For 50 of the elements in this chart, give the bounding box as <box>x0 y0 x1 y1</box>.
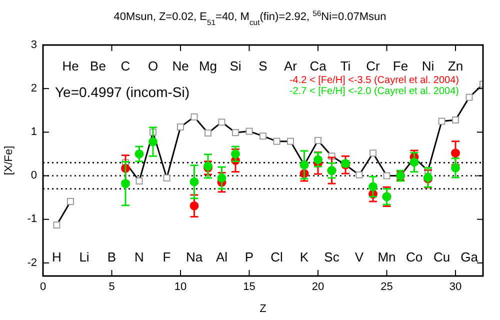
annotation: Ye=0.4997 (incom-Si) <box>55 84 190 100</box>
text: -2.7 < [Fe/H] <-2.0 (Cayrel et al. 2004) <box>289 86 459 97</box>
annotation: C <box>120 58 130 74</box>
annotation: Al <box>216 249 228 264</box>
x-tick-label: 0 <box>40 281 46 293</box>
annotation: Mg <box>198 58 218 74</box>
annotation: Li <box>79 249 90 264</box>
x-tick-label: 5 <box>108 281 115 293</box>
y-tick-label: 2 <box>30 82 37 94</box>
annotation: Sc <box>324 249 340 264</box>
annotation: Cu <box>433 249 450 264</box>
y-axis-title: [X/Fe] <box>3 146 15 176</box>
annotation: N <box>134 249 144 264</box>
x-axis-title: Z <box>260 303 267 315</box>
x-tick-label: 15 <box>243 281 256 293</box>
annotation: He <box>62 58 79 74</box>
y-tick-label: 1 <box>30 126 37 138</box>
x-tick-label: 10 <box>174 281 187 293</box>
annotation: Cr <box>366 58 381 74</box>
annotation: Ar <box>284 58 298 74</box>
x-tick-label: 25 <box>380 281 393 293</box>
y-tick-label: -1 <box>27 213 37 226</box>
annotation: B <box>107 249 116 264</box>
annotation: Be <box>90 58 106 74</box>
y-tick-label: 0 <box>30 170 37 182</box>
annotation: S <box>258 58 268 74</box>
annotation: H <box>52 249 62 264</box>
annotation: K <box>300 249 309 264</box>
annotation: Ne <box>172 58 189 74</box>
annotation: F <box>162 249 171 264</box>
x-tick-label: 20 <box>312 281 324 293</box>
annotation: Mn <box>378 249 396 264</box>
annotation: V <box>354 249 364 264</box>
text: -4.2 < [Fe/H] <-3.5 (Cayrel et al. 2004) <box>289 75 459 86</box>
x-tick-label: 30 <box>449 281 462 293</box>
annotation: Ti <box>340 58 351 74</box>
annotation: Si <box>230 58 242 74</box>
y-tick-label: -2 <box>27 256 37 269</box>
annotation: Co <box>406 249 423 264</box>
chart-title: 40Msun, Z=0.02, E$_{51}$=40, M$_{cut}$(fin)=2.92, $^{56}$Ni=0.07Msun <box>114 8 386 26</box>
annotation: Na <box>186 249 204 264</box>
annotation: Ga <box>460 249 479 264</box>
annotation: Cl <box>270 249 283 264</box>
annotation: O <box>148 58 158 74</box>
annotation: Ca <box>310 58 328 74</box>
annotation: Ni <box>422 58 434 74</box>
annotation: Fe <box>392 58 408 74</box>
annotation: Zn <box>448 58 464 74</box>
annotation: P <box>244 249 254 264</box>
y-tick-label: 3 <box>30 38 37 51</box>
